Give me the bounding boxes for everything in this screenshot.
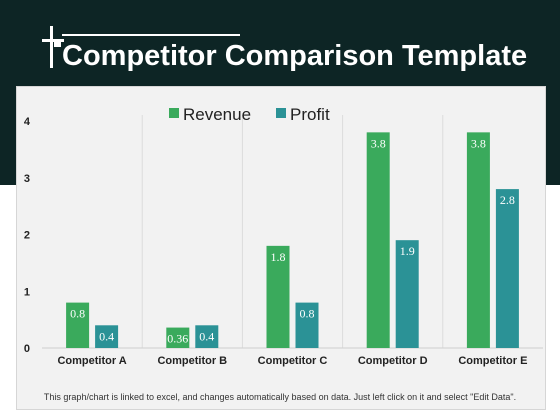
profit-bar[interactable] bbox=[395, 240, 419, 348]
revenue-bar[interactable] bbox=[266, 245, 290, 348]
category-label: Competitor A bbox=[57, 355, 126, 367]
revenue-bar[interactable] bbox=[166, 327, 190, 348]
y-tick-label: 3 bbox=[24, 173, 30, 185]
profit-data-label: 1.9 bbox=[400, 244, 415, 258]
y-tick-label: 1 bbox=[24, 286, 30, 298]
y-tick-label: 2 bbox=[24, 230, 30, 242]
profit-bar[interactable] bbox=[95, 325, 119, 348]
legend-swatch-revenue bbox=[169, 108, 179, 118]
y-tick-label: 0 bbox=[24, 343, 30, 355]
revenue-data-label: 3.8 bbox=[471, 136, 486, 150]
profit-bar[interactable] bbox=[495, 189, 519, 348]
legend-label-profit: Profit bbox=[290, 105, 330, 124]
revenue-data-label: 3.8 bbox=[371, 136, 386, 150]
profit-bar[interactable] bbox=[295, 302, 319, 348]
category-label: Competitor B bbox=[157, 355, 227, 367]
y-tick-label: 4 bbox=[24, 116, 31, 128]
revenue-data-label: 1.8 bbox=[271, 250, 286, 264]
category-label: Competitor D bbox=[358, 355, 428, 367]
legend-label-revenue: Revenue bbox=[183, 105, 251, 124]
revenue-bar[interactable] bbox=[66, 302, 90, 348]
revenue-bar[interactable] bbox=[366, 132, 390, 348]
profit-data-label: 2.8 bbox=[500, 193, 515, 207]
crosshair-decoration bbox=[42, 26, 64, 68]
chart-legend: Revenue Profit bbox=[169, 105, 330, 124]
category-label: Competitor C bbox=[258, 355, 328, 367]
page-title: Competitor Comparison Template bbox=[62, 40, 528, 72]
profit-data-label: 0.8 bbox=[300, 307, 315, 321]
revenue-data-label: 0.8 bbox=[70, 307, 85, 321]
profit-bar[interactable] bbox=[195, 325, 219, 348]
category-label: Competitor E bbox=[458, 355, 527, 367]
profit-data-label: 0.4 bbox=[99, 329, 114, 343]
legend-swatch-profit bbox=[276, 108, 286, 118]
revenue-data-label: 0.36 bbox=[167, 332, 188, 346]
revenue-bar[interactable] bbox=[466, 132, 490, 348]
profit-data-label: 0.4 bbox=[199, 329, 214, 343]
title-rule bbox=[62, 34, 240, 36]
footnote: This graph/chart is linked to excel, and… bbox=[43, 392, 517, 402]
